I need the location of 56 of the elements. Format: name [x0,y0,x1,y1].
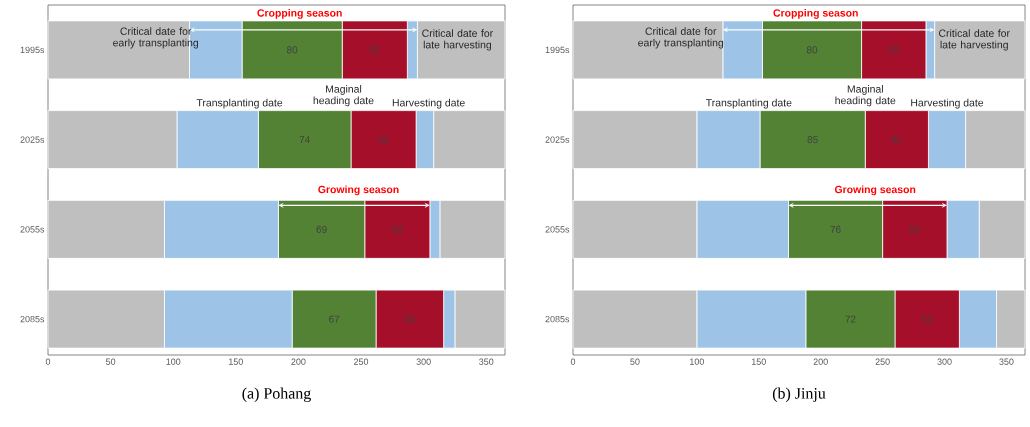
y-tick-label: 2085s [545,315,570,323]
y-tick-label: 1995s [20,46,45,54]
x-tick-label: 100 [166,358,181,365]
x-tick-label: 300 [416,358,431,365]
annotation: Harvesting date [392,98,465,109]
y-tick-label: 2055s [545,226,570,233]
annotation: Maginal heading date [313,85,374,107]
x-tick-label: 300 [937,358,952,365]
annotation: Transplanting date [196,98,283,109]
x-tick-label: 350 [999,358,1014,365]
x-tick-label: 150 [229,358,243,365]
data-label: 52 [392,225,403,233]
data-label: 80 [287,46,298,54]
x-tick-label: 150 [751,358,766,365]
data-label: 67 [329,315,340,323]
annotation: Cropping season [773,8,858,19]
x-tick-label: 50 [630,358,640,365]
text: (b) Jinju [772,387,826,402]
annotation: Critical date for early transplanting [113,27,199,49]
y-tick-label: 2055s [20,226,45,233]
x-tick-label: 250 [353,358,369,365]
data-label: 85 [807,136,818,144]
annotation: Harvesting date [911,98,984,109]
x-tick-label: 250 [875,358,890,365]
text: (a) Pohang [242,387,311,403]
data-label: 74 [299,136,310,144]
annotation: Transplanting date [705,98,792,109]
x-tick-label: 200 [813,358,828,365]
x-tick-label: 50 [105,358,116,365]
annotation: Maginal heading date [835,85,896,107]
y-tick-label: 1995s [545,46,570,54]
x-tick-label: 100 [690,358,704,365]
y-tick-label: 2085s [20,315,45,323]
annotation: Critical date for early transplanting [638,27,724,49]
data-label: 52 [888,46,899,54]
data-label: 80 [806,46,818,54]
data-label: 54 [404,315,416,323]
y-tick-label: 2025s [545,136,570,143]
data-label: 52 [369,46,380,54]
y-tick-label: 2025s [20,136,45,143]
x-tick-label: 0 [570,358,576,365]
data-label: 69 [316,225,327,233]
annotation: Cropping season [257,8,342,19]
data-label: 72 [845,315,856,323]
data-label: 52 [909,225,920,233]
x-tick-label: 200 [291,358,306,365]
x-tick-label: 350 [479,358,494,365]
annotation: Critical date for late harvesting [939,29,1010,51]
annotation: Growing season [834,185,916,196]
data-label: 76 [830,225,841,233]
annotation: Critical date for late harvesting [422,29,493,51]
data-label: 52 [378,136,389,144]
x-tick-label: 0 [45,358,51,365]
data-label: 52 [922,315,933,323]
annotation: Growing season [318,185,399,196]
data-label: 51 [891,136,902,144]
